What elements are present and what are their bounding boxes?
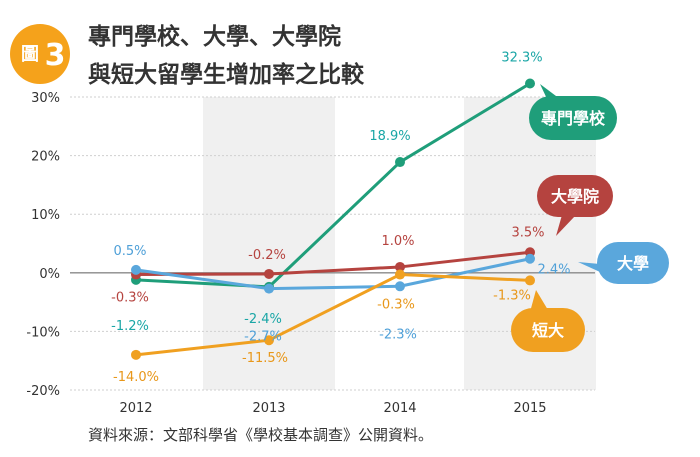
badge-circle bbox=[10, 24, 70, 84]
y-axis: -20% -10% 0% 10% 20% 30% bbox=[26, 91, 60, 399]
source-note: 資料來源：文部科學省《學校基本調查》公開資料。 bbox=[88, 426, 433, 444]
y-tick-label: -20% bbox=[26, 384, 60, 399]
figure-badge: 圖 3 bbox=[10, 24, 70, 84]
x-tick-label: 2013 bbox=[252, 401, 285, 416]
callout-bubble-短大 bbox=[511, 308, 585, 352]
badge-number: 3 bbox=[45, 38, 66, 73]
data-label-大學院-2013: -0.2% bbox=[248, 248, 286, 263]
data-label-專門學校-2015: 32.3% bbox=[501, 51, 542, 66]
callout-bubble-大學院 bbox=[537, 175, 613, 217]
badge-char: 圖 bbox=[21, 44, 39, 65]
data-point-專門學校-2014 bbox=[395, 157, 405, 168]
data-label-短大-2012: -14.0% bbox=[113, 370, 159, 385]
series-line-大學院 bbox=[135, 250, 531, 277]
data-label-大學-2012: 0.5% bbox=[113, 244, 146, 259]
data-point-大學-2014 bbox=[395, 281, 405, 292]
chart-title-line2: 與短大留學生增加率之比較 bbox=[88, 61, 365, 88]
callout-大學院: 大學院 bbox=[537, 175, 613, 236]
y-tick-label: 20% bbox=[31, 150, 60, 165]
callout-bubble-專門學校 bbox=[529, 96, 617, 140]
series-line-短大 bbox=[135, 273, 531, 357]
data-point-短大-2015 bbox=[525, 275, 535, 286]
x-axis: 2012 2013 2014 2015 bbox=[119, 401, 546, 416]
series-line-大學 bbox=[135, 257, 531, 291]
callout-tail-大學 bbox=[578, 262, 600, 272]
y-tick-label: 30% bbox=[31, 91, 60, 106]
data-point-短大-2014 bbox=[395, 269, 405, 280]
callout-label-專門學校: 專門學校 bbox=[541, 109, 606, 128]
callout-tail-大學院 bbox=[556, 215, 575, 236]
callout-label-大學院: 大學院 bbox=[551, 187, 599, 206]
data-label-大學院-2015: 3.5% bbox=[511, 225, 544, 240]
callout-label-大學: 大學 bbox=[617, 254, 649, 273]
data-point-專門學校-2015 bbox=[525, 78, 535, 89]
x-tick-label: 2014 bbox=[383, 401, 416, 416]
data-point-大學院-2013 bbox=[264, 268, 274, 279]
callout-短大: 短大 bbox=[511, 290, 585, 352]
series-layer bbox=[131, 78, 535, 360]
data-label-大學院-2014: 1.0% bbox=[381, 234, 414, 249]
y-tick-label: 10% bbox=[31, 208, 60, 223]
data-label-專門學校-2014: 18.9% bbox=[369, 129, 410, 144]
data-label-大學-2013: -2.7% bbox=[244, 330, 282, 345]
x-tick-label: 2015 bbox=[513, 401, 546, 416]
data-label-專門學校-2013: -2.4% bbox=[244, 312, 282, 327]
callout-bubble-大學 bbox=[597, 242, 669, 284]
callout-專門學校: 專門學校 bbox=[529, 84, 617, 140]
callout-大學: 大學 bbox=[578, 242, 669, 284]
data-point-短大-2012 bbox=[131, 349, 141, 360]
data-point-大學-2012 bbox=[131, 264, 141, 275]
data-label-短大-2014: -0.3% bbox=[377, 298, 415, 313]
y-tick-label: -10% bbox=[26, 325, 60, 340]
x-tick-label: 2012 bbox=[119, 401, 152, 416]
data-label-大學院-2012: -0.3% bbox=[111, 291, 149, 306]
data-label-大學-2015: 2.4% bbox=[537, 263, 570, 278]
data-labels: -1.2% -2.4% 18.9% 32.3% -0.3% -0.2% 1.0% 3.5% 0.… bbox=[111, 51, 570, 385]
data-point-短大-2013 bbox=[264, 335, 274, 346]
data-label-大學-2014: -2.3% bbox=[379, 327, 417, 342]
chart-title-line1: 專門學校、大學、大學院 bbox=[88, 23, 341, 50]
y-tick-label: 0% bbox=[39, 267, 60, 282]
data-point-大學院-2014 bbox=[395, 261, 405, 272]
data-point-大學-2013 bbox=[264, 283, 274, 294]
series-line-專門學校 bbox=[135, 82, 531, 289]
callout-tail-短大 bbox=[530, 290, 548, 312]
data-point-大學-2015 bbox=[525, 253, 535, 264]
data-label-專門學校-2012: -1.2% bbox=[111, 319, 149, 334]
data-label-短大-2013: -11.5% bbox=[242, 351, 288, 366]
data-label-短大-2015: -1.3% bbox=[493, 288, 531, 303]
callout-label-短大: 短大 bbox=[532, 321, 564, 340]
